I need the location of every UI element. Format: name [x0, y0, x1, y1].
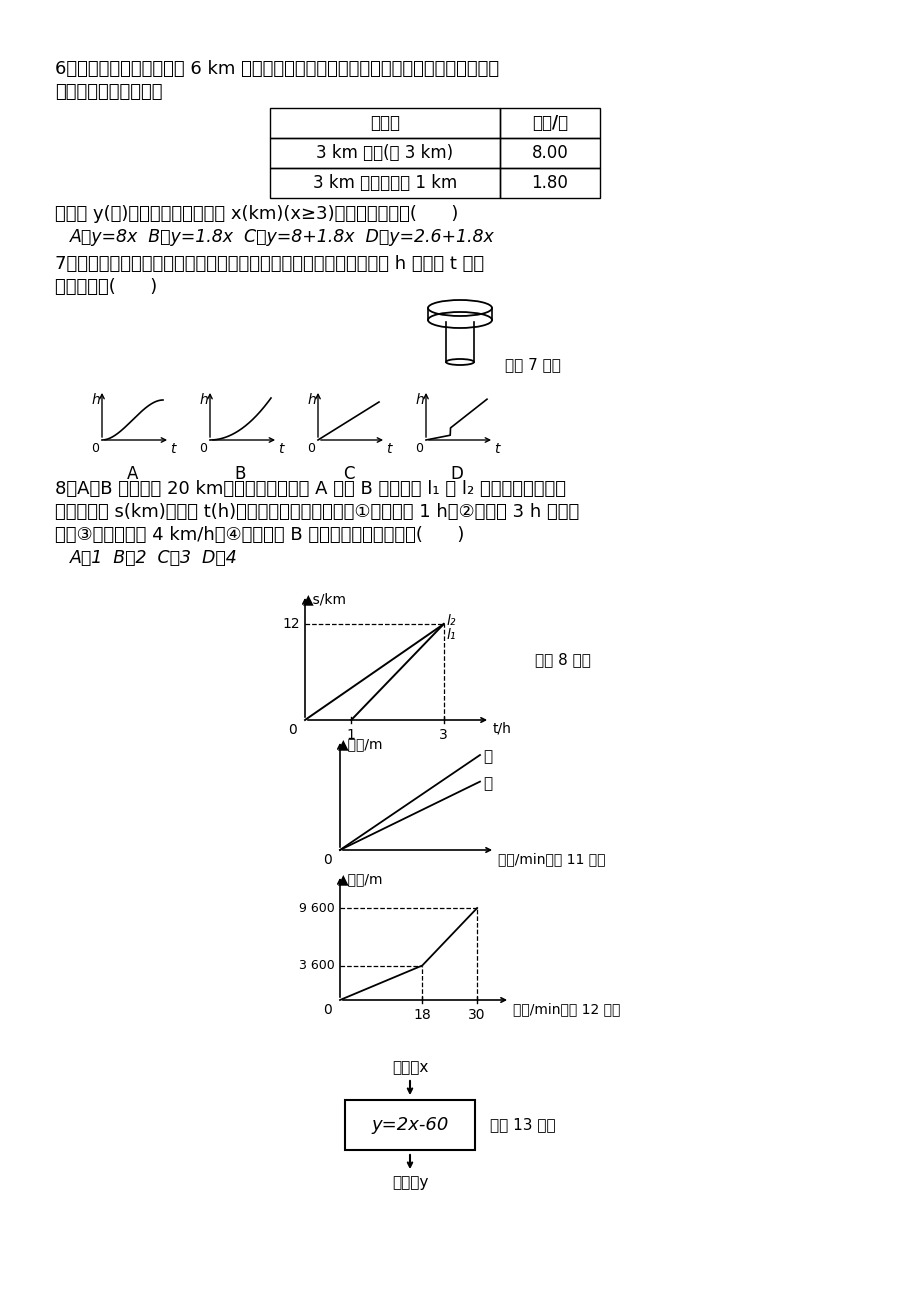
Text: 则收费 y(元)与出租车行驶里程数 x(km)(x≥3)之间的关系式为(      ): 则收费 y(元)与出租车行驶里程数 x(km)(x≥3)之间的关系式为( ): [55, 204, 458, 223]
Text: ▲路程/m: ▲路程/m: [337, 872, 383, 885]
Text: 车的收费标准如下表：: 车的收费标准如下表：: [55, 83, 163, 102]
Text: 因变量y: 因变量y: [391, 1174, 427, 1190]
Text: 9 600: 9 600: [299, 901, 335, 914]
Text: h: h: [307, 393, 315, 408]
Text: 3: 3: [439, 728, 448, 742]
Text: 0: 0: [199, 441, 207, 454]
Text: h: h: [199, 393, 208, 408]
Text: 18: 18: [413, 1008, 431, 1022]
Text: t: t: [494, 441, 499, 456]
Bar: [499, 108, 599, 138]
Text: 30: 30: [468, 1008, 485, 1022]
Bar: [499, 168, 599, 198]
Text: 8．A、B 两地相距 20 km，甲、乙两人都从 A 地去 B 地，图中 l₁ 和 l₂ 分别表示甲、乙两: 8．A、B 两地相距 20 km，甲、乙两人都从 A 地去 B 地，图中 l₁ …: [55, 480, 565, 497]
Text: D: D: [449, 465, 462, 483]
Text: 收费/元: 收费/元: [531, 115, 567, 132]
Text: 时间/min（第 11 题）: 时间/min（第 11 题）: [497, 852, 605, 866]
Text: 7．均匀地向如图所示的容器中注满水，能反映在注水过程中水面高度 h 随时间 t 变化: 7．均匀地向如图所示的容器中注满水，能反映在注水过程中水面高度 h 随时间 t …: [55, 255, 483, 273]
Text: 1.80: 1.80: [531, 174, 568, 191]
Text: ▲s/km: ▲s/km: [302, 592, 346, 605]
Text: l₂: l₂: [447, 615, 456, 628]
Text: 0: 0: [307, 441, 314, 454]
Text: 自变量x: 自变量x: [391, 1060, 427, 1075]
Text: 人所走路程 s(km)与时间 t(h)之间的关系．下列说法：①乙晚出发 1 h；②乙出发 3 h 后追上: 人所走路程 s(km)与时间 t(h)之间的关系．下列说法：①乙晚出发 1 h；…: [55, 503, 579, 521]
Text: 0: 0: [288, 723, 297, 737]
Text: （第 8 题）: （第 8 题）: [535, 652, 590, 668]
Text: t: t: [278, 441, 283, 456]
Text: 12: 12: [282, 617, 300, 631]
Bar: [345, 1100, 474, 1150]
Text: 3 km 以上每增加 1 km: 3 km 以上每增加 1 km: [312, 174, 457, 191]
Text: 8.00: 8.00: [531, 145, 568, 161]
Text: 的图象的是(      ): 的图象的是( ): [55, 279, 157, 296]
Text: 时间/min（第 12 题）: 时间/min（第 12 题）: [513, 1003, 619, 1016]
Text: 0: 0: [414, 441, 423, 454]
Bar: [269, 168, 499, 198]
Text: 乙: 乙: [482, 776, 492, 792]
Text: ▲路程/m: ▲路程/m: [337, 737, 383, 751]
Text: t/h: t/h: [493, 723, 511, 736]
Text: （第 7 题）: （第 7 题）: [505, 357, 561, 372]
Text: t: t: [170, 441, 176, 456]
Bar: [269, 138, 499, 168]
Text: 甲；③甲的速度是 4 km/h；④乙先到达 B 地．其中正确的个数是(      ): 甲；③甲的速度是 4 km/h；④乙先到达 B 地．其中正确的个数是( ): [55, 526, 464, 544]
Bar: [269, 108, 499, 138]
Text: A．y=8x  B．y=1.8x  C．y=8+1.8x  D．y=2.6+1.8x: A．y=8x B．y=1.8x C．y=8+1.8x D．y=2.6+1.8x: [70, 228, 494, 246]
Text: 0: 0: [323, 853, 332, 867]
Text: 0: 0: [91, 441, 99, 454]
Text: t: t: [386, 441, 391, 456]
Text: 甲: 甲: [482, 750, 492, 764]
Text: h: h: [414, 393, 424, 408]
Bar: [499, 138, 599, 168]
Text: 1: 1: [346, 728, 356, 742]
Text: A．1  B．2  C．3  D．4: A．1 B．2 C．3 D．4: [70, 549, 237, 566]
Text: y=2x-60: y=2x-60: [371, 1116, 448, 1134]
Text: h: h: [91, 393, 100, 408]
Text: （第 13 题）: （第 13 题）: [490, 1117, 555, 1133]
Text: 0: 0: [323, 1003, 332, 1017]
Text: C: C: [343, 465, 354, 483]
Text: A: A: [127, 465, 138, 483]
Text: B: B: [234, 465, 246, 483]
Text: 里程数: 里程数: [369, 115, 400, 132]
Text: l₁: l₁: [447, 628, 456, 642]
Text: 3 600: 3 600: [299, 960, 335, 973]
Text: 6．某校组织学生到距学校 6 km 的光明科技馆参观．王红准备乘出租车去科技馆，出租: 6．某校组织学生到距学校 6 km 的光明科技馆参观．王红准备乘出租车去科技馆，…: [55, 60, 499, 78]
Text: 3 km 以下(含 3 km): 3 km 以下(含 3 km): [316, 145, 453, 161]
